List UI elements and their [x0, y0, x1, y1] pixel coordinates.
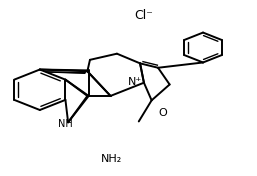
Text: Cl⁻: Cl⁻ — [134, 9, 153, 22]
Text: NH: NH — [58, 119, 73, 129]
Text: O: O — [159, 108, 168, 118]
Text: NH₂: NH₂ — [101, 154, 122, 164]
Text: N⁺: N⁺ — [128, 77, 142, 87]
